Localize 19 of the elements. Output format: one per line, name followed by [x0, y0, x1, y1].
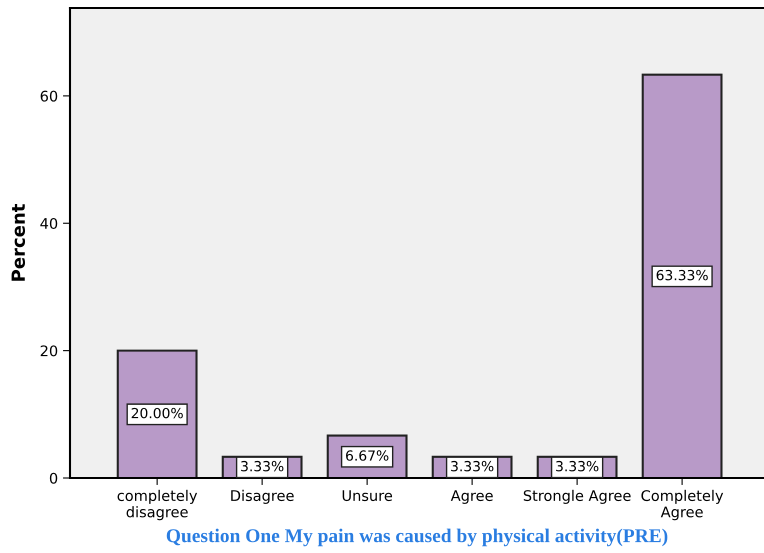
y-tick-label: 60: [40, 90, 58, 102]
y-tick-label: 40: [40, 218, 58, 230]
bar: [642, 74, 723, 478]
y-axis-title: Percent: [12, 204, 26, 281]
data-label: 63.33%: [656, 270, 708, 280]
x-tick-label: Agree: [450, 490, 493, 504]
x-tick-label: Completely Agree: [641, 490, 724, 520]
data-label: 3.33%: [451, 460, 494, 472]
data-label: 3.33%: [241, 460, 284, 472]
y-tick-label: 0: [50, 472, 58, 484]
x-tick-label: Strongle Agree: [524, 490, 631, 504]
y-tick-label: 20: [40, 345, 58, 356]
data-label: 6.67%: [346, 450, 388, 461]
x-axis-title: Question One My pain was caused by physical activity(PRE): [166, 528, 668, 546]
x-tick-label: Disagree: [231, 490, 294, 504]
x-tick-label: Unsure: [342, 490, 392, 502]
data-label: 20.00%: [132, 408, 183, 418]
data-label: 3.33%: [556, 460, 598, 472]
x-tick-label: completely disagree: [118, 490, 198, 520]
